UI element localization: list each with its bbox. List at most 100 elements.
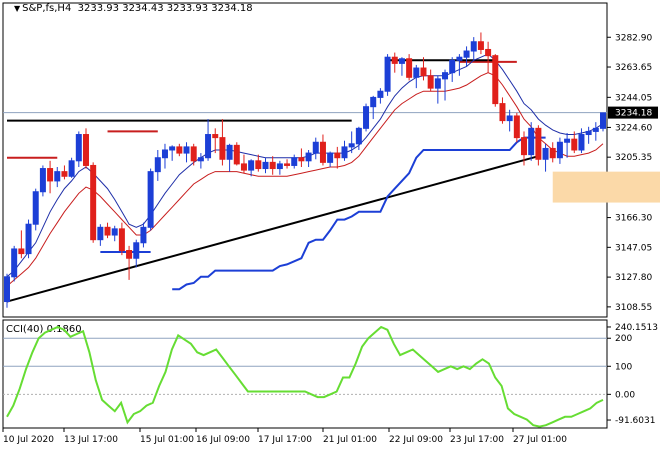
candle-body: [25, 223, 32, 255]
candle-body: [47, 168, 54, 182]
y-tick-label: 3263.65: [615, 63, 652, 73]
candle-body: [398, 58, 405, 64]
last-price-label: 3234.18: [615, 109, 652, 119]
candle-body: [319, 141, 326, 163]
candle-body: [284, 163, 291, 166]
candle-body: [240, 163, 247, 171]
trendline: [6, 155, 539, 303]
candle-body: [11, 248, 18, 278]
candle-body: [427, 75, 434, 89]
candle-body: [305, 152, 312, 162]
candle-body: [248, 160, 255, 171]
candle-body: [506, 115, 513, 122]
y-tick-label: 3166.30: [615, 214, 652, 224]
candle-body: [449, 59, 456, 74]
y-tick-label: 3224.60: [615, 123, 652, 133]
candle-body: [111, 228, 118, 236]
last-price-marker: [608, 106, 658, 119]
candle-body: [549, 147, 556, 159]
chart-title: ▼ S&P,fs,H4 3233.93 3234.43 3233.93 3234.…: [14, 3, 253, 14]
candle-body: [521, 137, 528, 156]
y-tick-label: 3282.90: [615, 33, 652, 43]
triangle-down-icon: ▼: [14, 4, 21, 13]
candle-body: [126, 250, 133, 259]
candle-body: [513, 115, 520, 139]
cci-y-tick-label: 200: [615, 334, 632, 344]
candle-body: [585, 130, 592, 136]
y-tick-label: 3127.80: [615, 273, 652, 283]
candle-body: [39, 168, 46, 193]
candle-body: [205, 134, 212, 159]
overlay-line-3: [172, 136, 546, 291]
candle-body: [133, 242, 140, 259]
candle-body: [463, 50, 470, 58]
candle-body: [219, 137, 226, 160]
candle-body: [276, 163, 283, 170]
candle-body: [233, 144, 240, 165]
candle-body: [147, 171, 154, 228]
candle-body: [269, 161, 276, 170]
x-tick-label: 10 Jul 2020: [3, 435, 54, 445]
candle-body: [499, 103, 506, 122]
symbol-label: S&P,fs,H4: [22, 3, 72, 14]
candle-body: [327, 152, 334, 163]
candle-body: [161, 149, 168, 159]
candle-body: [32, 191, 39, 225]
candle-body: [477, 41, 484, 50]
overlay-line-2: [6, 72, 604, 287]
candle-body: [312, 141, 319, 154]
candle-body: [600, 112, 606, 129]
candle-body: [75, 134, 82, 162]
candle-body: [298, 157, 305, 162]
candle-body: [341, 146, 348, 159]
candle-body: [334, 152, 341, 159]
candle-body: [420, 67, 427, 77]
x-tick-label: 15 Jul 01:00: [140, 435, 194, 445]
cci-y-tick-label: 240.1513: [615, 323, 658, 333]
candle-body: [61, 171, 68, 177]
x-tick-label: 23 Jul 17:00: [450, 435, 504, 445]
candle-body: [592, 127, 599, 132]
candle-body: [492, 55, 499, 105]
candle-body: [442, 72, 449, 80]
candle-body: [197, 157, 204, 162]
indicator-plot-frame: [2, 319, 608, 429]
cci-y-tick-label: 100: [615, 362, 632, 372]
candle-body: [183, 146, 190, 154]
candle-body: [434, 78, 441, 89]
candle-body: [535, 127, 542, 160]
candle-body: [90, 164, 97, 241]
candle-body: [140, 226, 147, 244]
y-tick-label: 3108.55: [615, 303, 652, 313]
candle-body: [528, 127, 535, 156]
support-zone: [552, 171, 660, 203]
candle-body: [212, 134, 219, 139]
candle-body: [176, 146, 183, 154]
candle-body: [413, 67, 420, 78]
candle-body: [255, 160, 262, 170]
candle-body: [556, 141, 563, 159]
candle-body: [262, 161, 269, 170]
y-tick-label: 3147.05: [615, 243, 652, 253]
candle-body: [571, 138, 578, 151]
candle-body: [118, 228, 125, 252]
candle-body: [226, 144, 233, 160]
candle-body: [406, 58, 413, 78]
candle-body: [391, 56, 398, 64]
y-tick-label: 3205.35: [615, 153, 652, 163]
indicator-title: CCI(40) 0.1860: [6, 324, 82, 335]
main-plot-frame: [2, 2, 608, 318]
candle-body: [363, 106, 370, 129]
candle-body: [377, 90, 384, 98]
candle-body: [68, 160, 75, 177]
candle-body: [54, 171, 61, 182]
ohlc-readout: 3233.93 3234.43 3233.93 3234.18: [77, 3, 253, 14]
candle-body: [456, 56, 463, 61]
candle-body: [370, 96, 377, 108]
cci-y-tick-label: 0.00: [615, 390, 635, 400]
x-tick-label: 13 Jul 17:00: [64, 435, 118, 445]
candle-body: [82, 134, 89, 166]
candle-body: [564, 138, 571, 143]
candle-body: [348, 143, 355, 148]
